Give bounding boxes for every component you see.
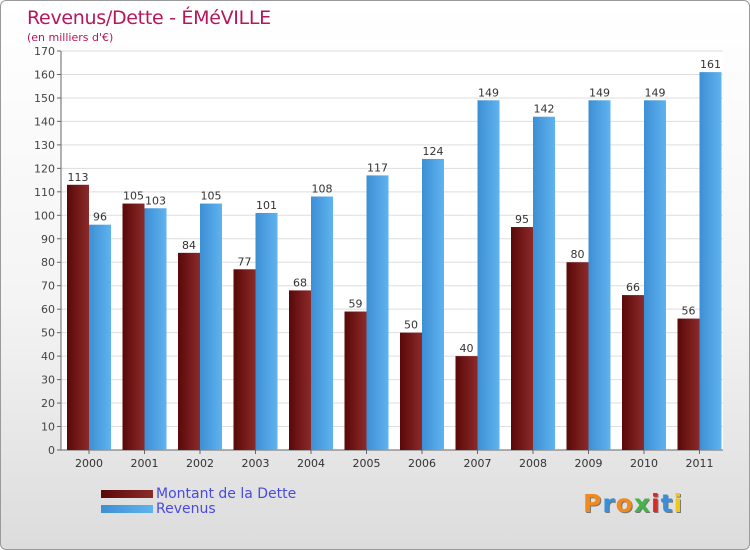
plot-area [61,51,723,450]
y-tick-label: 60 [41,303,55,316]
bar-debt-2001 [122,203,145,450]
x-tick-label: 2009 [575,457,603,470]
data-label-revenue-2010: 149 [645,86,666,99]
y-tick-label: 20 [41,397,55,410]
proxiti-logo: Proxiti [583,489,683,518]
chart-subtitle: (en milliers d'€) [27,31,114,44]
bar-debt-2004 [289,290,311,450]
y-tick-label: 50 [41,327,55,340]
x-tick-label: 2005 [353,457,381,470]
bar-debt-2003 [233,269,256,450]
x-tick-label: 2000 [75,457,103,470]
y-tick-label: 90 [41,233,55,246]
chart-title: Revenus/Dette - ÉMéVILLE [27,7,271,29]
y-tick-label: 130 [34,139,55,152]
x-tick-label: 2003 [242,457,270,470]
bar-revenue-2000 [89,224,111,450]
data-label-debt-2002: 84 [182,239,196,252]
logo-letter: r [602,489,616,518]
y-tick-label: 170 [34,45,55,58]
x-tick-label: 2004 [297,457,325,470]
data-label-revenue-2001: 103 [145,194,166,207]
data-label-debt-2011: 56 [682,305,696,318]
x-tick-label: 2001 [131,457,159,470]
legend-swatch-debt [101,490,153,498]
x-tick-label: 2002 [186,457,214,470]
bar-revenue-2002 [200,203,222,450]
data-label-debt-2003: 77 [238,255,252,268]
data-label-revenue-2008: 142 [534,103,555,116]
logo-letter: P [583,489,603,518]
y-tick-label: 0 [48,444,55,457]
logo-letter: i [651,489,661,518]
logo-letter: t [660,489,674,518]
data-label-revenue-2009: 149 [589,86,610,99]
data-label-debt-2009: 80 [571,248,585,261]
bar-debt-2011 [677,318,700,450]
data-label-debt-2006: 50 [404,319,418,332]
y-tick-label: 30 [41,374,55,387]
bar-revenue-2010 [644,100,666,450]
bar-revenue-2007 [477,100,500,450]
data-label-revenue-2003: 101 [256,199,277,212]
logo-letter: i [673,489,684,518]
bar-revenue-2004 [311,196,333,450]
bar-debt-2007 [455,356,478,450]
bar-debt-2010 [622,295,644,450]
data-label-debt-2001: 105 [123,190,144,203]
data-label-debt-2010: 66 [626,281,640,294]
y-tick-label: 80 [41,256,55,269]
y-tick-label: 10 [41,421,55,434]
y-tick-label: 70 [41,280,55,293]
data-label-revenue-2007: 149 [478,86,499,99]
bar-debt-2008 [511,227,533,450]
x-tick-label: 2008 [519,457,547,470]
y-tick-label: 140 [34,115,55,128]
y-tick-label: 120 [34,162,55,175]
y-tick-label: 150 [34,92,55,105]
data-label-debt-2000: 113 [68,171,89,184]
bar-revenue-2009 [588,100,611,450]
legend-swatch-revenue [101,505,153,513]
y-tick-label: 100 [34,209,55,222]
data-label-debt-2008: 95 [515,213,529,226]
data-label-revenue-2002: 105 [201,190,222,203]
bar-revenue-2005 [366,175,389,451]
legend-label-revenue: Revenus [156,501,216,517]
x-tick-label: 2007 [464,457,492,470]
y-tick-label: 40 [41,350,55,363]
data-label-revenue-2000: 96 [93,211,107,224]
y-tick-label: 160 [34,68,55,81]
data-label-debt-2005: 59 [349,298,363,311]
x-tick-label: 2010 [630,457,658,470]
data-label-revenue-2005: 117 [367,161,388,174]
bar-revenue-2001 [144,208,167,450]
x-tick-label: 2011 [686,457,714,470]
logo-letter: x [633,489,651,518]
bar-debt-2002 [178,252,200,450]
data-label-debt-2004: 68 [293,276,307,289]
bar-debt-2005 [344,311,367,450]
bar-revenue-2011 [699,72,722,450]
bar-debt-2006 [400,332,422,450]
data-label-revenue-2004: 108 [312,183,333,196]
data-label-debt-2007: 40 [460,342,474,355]
data-label-revenue-2011: 161 [700,58,721,71]
x-tick-label: 2006 [408,457,436,470]
bar-revenue-2003 [255,212,278,450]
y-tick-label: 110 [34,186,55,199]
bar-debt-2000 [67,184,89,450]
bar-debt-2009 [566,262,589,450]
bar-revenue-2008 [533,116,555,450]
logo-letter: o [615,489,634,518]
data-label-revenue-2006: 124 [423,145,444,158]
legend-label-debt: Montant de la Dette [156,486,297,502]
bar-revenue-2006 [422,158,444,450]
